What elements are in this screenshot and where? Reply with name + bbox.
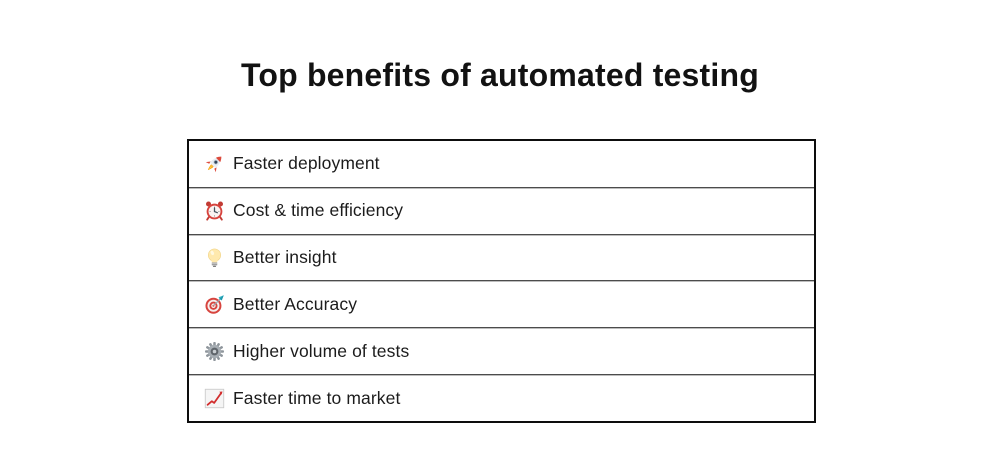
benefit-row: Faster deployment [189,141,814,188]
alarm-clock-icon [204,200,225,221]
page-title: Top benefits of automated testing [240,57,759,93]
benefit-label: Faster deployment [233,153,380,174]
benefit-label: Higher volume of tests [233,340,410,361]
benefits-table: Faster deployment [187,139,816,423]
benefit-label: Faster time to market [233,387,401,408]
benefit-label: Better Accuracy [233,293,358,314]
benefit-row: Higher volume of tests [189,328,814,376]
dart-target-icon [204,294,225,315]
chart-increasing-icon [204,388,225,409]
benefit-label: Better insight [233,247,337,268]
rocket-icon [204,153,225,174]
benefit-row: Faster time to market [189,375,814,421]
benefit-row: Better insight [189,235,814,282]
benefit-row: Better Accuracy [189,281,814,329]
benefit-row: Cost & time efficiency [189,188,814,235]
gear-icon [204,341,225,362]
light-bulb-icon [204,247,225,268]
benefit-label: Cost & time efficiency [233,200,404,221]
